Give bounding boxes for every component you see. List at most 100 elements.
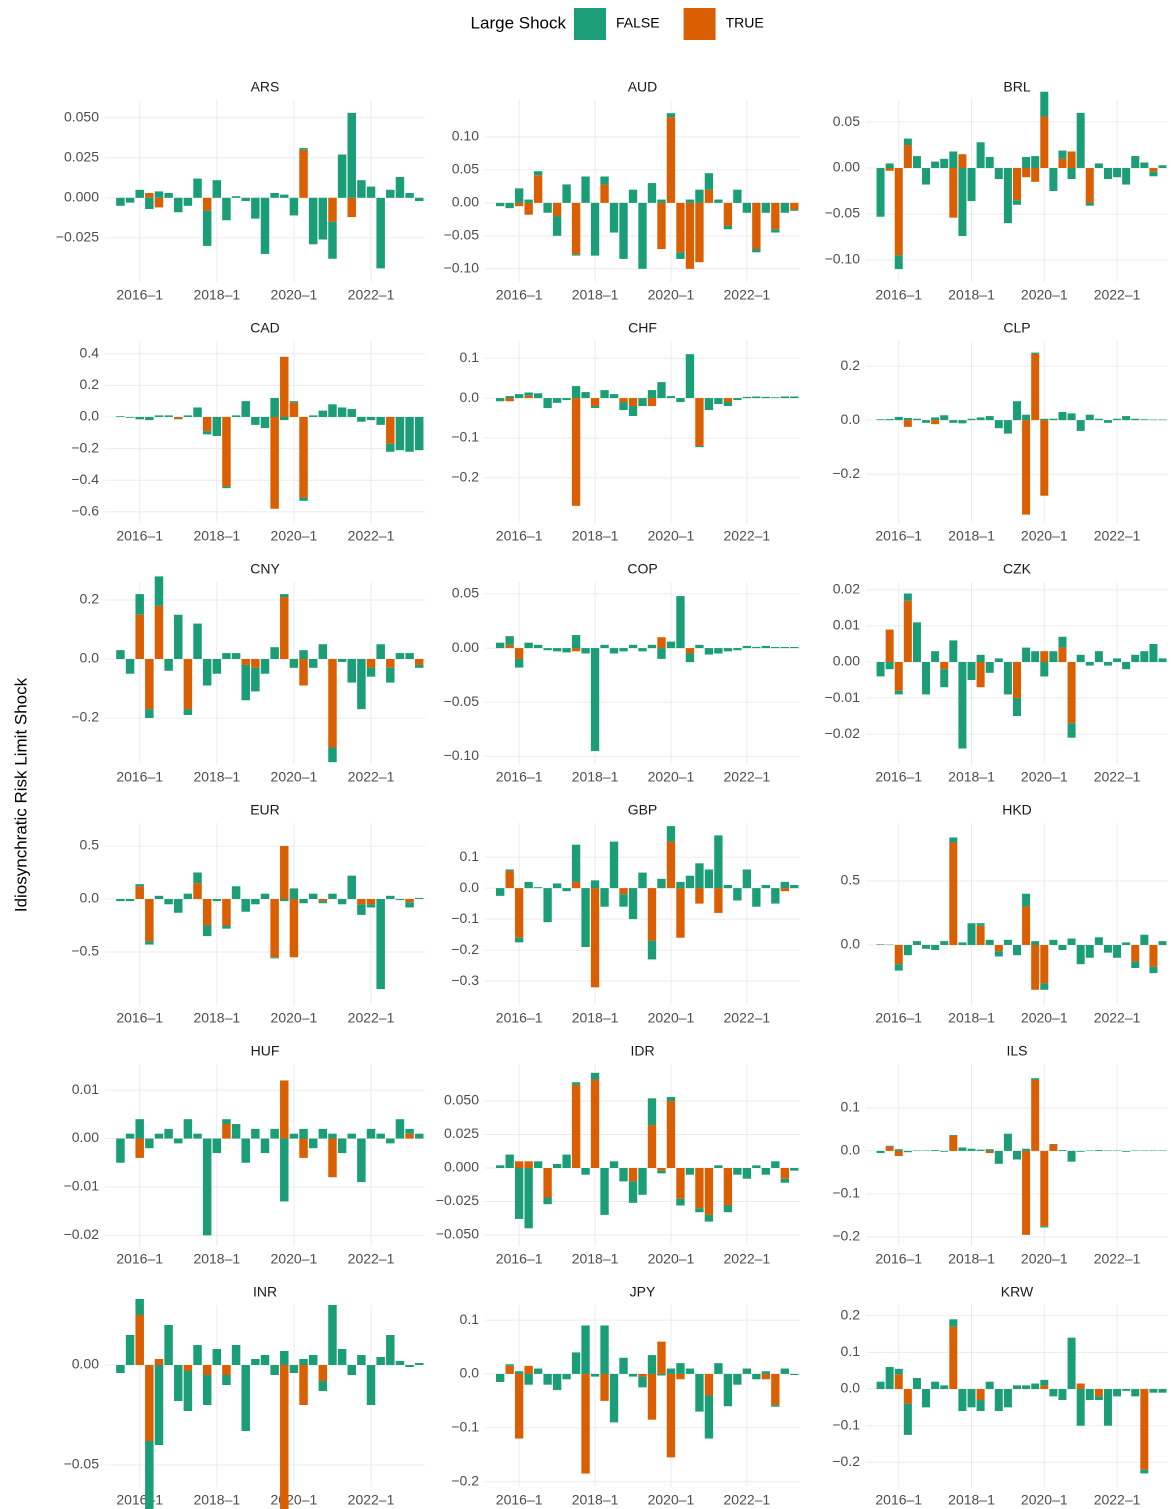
bar (1040, 944, 1049, 984)
bar (212, 416, 222, 436)
bar (289, 899, 299, 958)
bar (894, 1368, 903, 1375)
bar (609, 648, 619, 654)
x-tick-label: 2020–1 (1021, 1251, 1068, 1267)
bar (347, 658, 356, 683)
bar (657, 1168, 666, 1171)
bar (505, 636, 514, 645)
bar (976, 654, 985, 663)
bar (514, 937, 524, 943)
y-tick-label: −0.2 (71, 439, 99, 455)
legend-item: TRUE (726, 15, 764, 31)
bar (704, 1214, 714, 1222)
bar (270, 416, 279, 509)
bar (154, 895, 164, 900)
bar (1113, 418, 1122, 421)
x-tick-label: 2020–1 (271, 1492, 318, 1508)
bar (647, 1355, 657, 1374)
y-tick-label: −0.4 (71, 471, 99, 487)
bar (780, 881, 789, 889)
bar (590, 1072, 600, 1080)
bar (958, 1389, 967, 1412)
bar (1022, 168, 1031, 178)
bar (628, 398, 638, 407)
bar (1003, 939, 1012, 945)
bar (125, 197, 135, 203)
bar (135, 1299, 144, 1315)
bar (571, 881, 581, 889)
bar (967, 418, 976, 421)
x-tick-label: 2022–1 (724, 769, 771, 785)
x-tick-label: 2020–1 (271, 287, 318, 303)
bar (1031, 1079, 1040, 1151)
bar (885, 1145, 894, 1147)
bar (524, 392, 533, 396)
x-tick-label: 2022–1 (348, 528, 395, 544)
bar (723, 648, 733, 652)
bar (395, 899, 405, 901)
bar (270, 397, 279, 417)
bar (876, 168, 885, 217)
bar (1067, 413, 1076, 421)
bar (676, 202, 685, 253)
x-tick-label: 2016–1 (116, 1010, 163, 1026)
bar (145, 709, 154, 718)
bar (761, 396, 771, 399)
x-tick-label: 2022–1 (724, 1010, 771, 1026)
bar (894, 1149, 903, 1151)
bar (666, 841, 676, 889)
bar (994, 1150, 1003, 1164)
y-tick-label: −0.05 (444, 227, 480, 243)
bar (1040, 983, 1049, 990)
bar (1103, 662, 1112, 666)
bar (164, 193, 173, 198)
x-tick-label: 2018–1 (948, 528, 995, 544)
bar (1049, 418, 1058, 421)
bar (976, 417, 985, 421)
bar (949, 151, 958, 169)
bar (154, 1133, 164, 1139)
y-tick-label: −0.050 (436, 1226, 479, 1242)
panel-title: COP (627, 561, 657, 577)
bar (1076, 654, 1085, 663)
bar (289, 401, 299, 403)
bar (1012, 698, 1022, 717)
bar (571, 1082, 581, 1085)
bar (958, 420, 967, 424)
bar (154, 197, 164, 208)
bar (251, 1128, 260, 1139)
bar (695, 1373, 704, 1412)
bar (1149, 944, 1158, 967)
x-tick-label: 2018–1 (572, 287, 619, 303)
bar (202, 197, 212, 211)
bar (405, 899, 414, 903)
bar (733, 1373, 742, 1385)
y-tick-label: 0.5 (80, 837, 100, 853)
bar (676, 252, 685, 259)
y-tick-label: −0.025 (56, 229, 99, 245)
bar (619, 202, 628, 259)
bar (723, 1168, 733, 1206)
bar (241, 899, 250, 912)
bar (628, 888, 638, 920)
bar (780, 647, 789, 649)
y-tick-label: 0.00 (452, 194, 479, 210)
x-tick-label: 2022–1 (348, 1010, 395, 1026)
bar (958, 662, 967, 749)
bar (116, 650, 125, 659)
bar (638, 202, 647, 269)
bar (328, 197, 337, 222)
bar (524, 202, 533, 215)
bar (752, 888, 761, 907)
bar (733, 888, 742, 901)
bar (524, 1373, 533, 1385)
x-tick-label: 2016–1 (116, 1492, 163, 1508)
bar (552, 648, 562, 652)
bar (685, 202, 695, 269)
bar (145, 416, 154, 421)
x-tick-label: 2020–1 (1021, 1492, 1068, 1508)
bar (524, 199, 533, 203)
bar (985, 1381, 994, 1390)
y-tick-label: 0.2 (80, 591, 100, 607)
